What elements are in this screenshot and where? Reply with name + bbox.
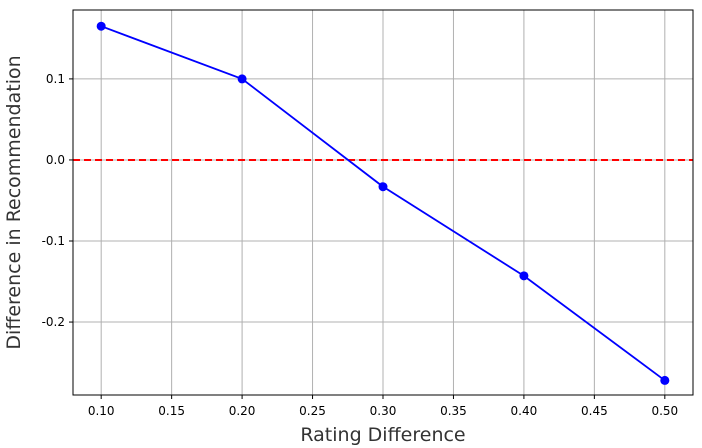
- x-tick-label: 0.15: [158, 404, 185, 418]
- x-tick-label: 0.10: [88, 404, 115, 418]
- x-tick-label: 0.20: [229, 404, 256, 418]
- x-tick-label: 0.30: [370, 404, 397, 418]
- y-axis-ticks: -0.2 -0.1 0.0 0.1: [42, 72, 73, 329]
- grid-lines: [73, 10, 693, 395]
- y-tick-label: 0.0: [46, 153, 65, 167]
- data-point: [519, 271, 529, 281]
- series-group: [96, 21, 670, 385]
- x-tick-label: 0.45: [581, 404, 608, 418]
- y-axis-label: Difference in Recommendation: [3, 55, 25, 349]
- y-tick-label: 0.1: [46, 72, 65, 86]
- x-tick-label: 0.25: [299, 404, 326, 418]
- data-point: [96, 21, 106, 31]
- x-axis-label: Rating Difference: [300, 424, 465, 446]
- x-tick-label: 0.35: [440, 404, 467, 418]
- y-tick-label: -0.2: [42, 315, 65, 329]
- data-point: [660, 375, 670, 385]
- y-tick-label: -0.1: [42, 234, 65, 248]
- x-tick-label: 0.50: [651, 404, 678, 418]
- data-point: [237, 74, 247, 84]
- x-axis-ticks: 0.10 0.15 0.20 0.25 0.30 0.35 0.40 0.45 0.50: [88, 395, 678, 418]
- x-tick-label: 0.40: [511, 404, 538, 418]
- data-point: [378, 182, 388, 192]
